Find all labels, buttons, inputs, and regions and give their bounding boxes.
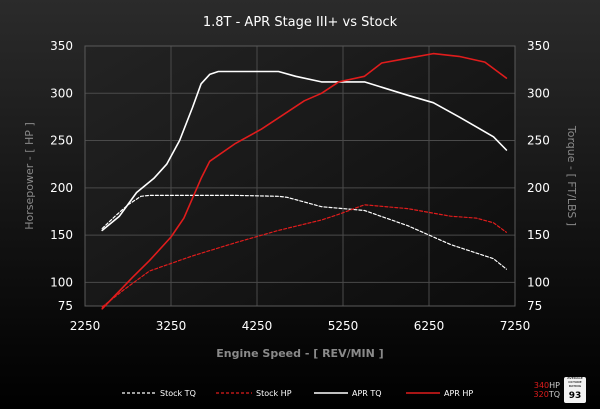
y-tick-label-left: 200 [50, 181, 73, 195]
y-tick-label-right: 350 [527, 39, 550, 53]
stock-tq-line [101, 194, 507, 270]
y-tick-label-right: 75 [527, 299, 542, 313]
y-tick-label-left: 100 [50, 275, 73, 289]
y-tick-label-right: 100 [527, 275, 550, 289]
apr-tq-line [101, 70, 508, 232]
y-tick-label-left: 350 [50, 39, 73, 53]
x-axis-label: Engine Speed - [ REV/MIN ] [216, 347, 383, 360]
legend-label-apr-hp: APR HP [444, 389, 473, 398]
badge-stats: 340HP 320TQ [534, 381, 560, 399]
y-axis-label-left: Horsepower - [ HP ] [23, 122, 36, 229]
stock-hp-line [101, 204, 507, 308]
y-tick-label-left: 250 [50, 134, 73, 148]
y-axis-label-right: Torque - [ FT/LBS ] [565, 125, 578, 226]
chart-title: 1.8T - APR Stage III+ vs Stock [203, 15, 398, 30]
legend-label-stock-tq: Stock TQ [160, 389, 196, 398]
octane-value: 93 [568, 391, 582, 401]
x-tick-label: 6250 [414, 319, 445, 333]
legend-label-stock-hp: Stock HP [256, 389, 292, 398]
x-tick-label: 2250 [70, 319, 101, 333]
badge-hp-unit: HP [549, 381, 560, 390]
y-tick-label-right: 250 [527, 134, 550, 148]
badge-hp-value: 340 [533, 381, 550, 390]
grid [84, 45, 516, 307]
y-tick-label-left: 300 [50, 86, 73, 100]
x-tick-label: 7250 [500, 319, 531, 333]
y-tick-label-right: 150 [527, 228, 550, 242]
y-tick-label-left: 75 [58, 299, 73, 313]
tick-labels: 2250 3250 4250 5250 6250 7250 350 350 300 300 250 2… [50, 39, 550, 333]
legend: Stock TQ Stock HP APR TQ APR HP [122, 389, 473, 398]
x-tick-label: 4250 [242, 319, 273, 333]
y-tick-label-right: 300 [527, 86, 550, 100]
legend-label-apr-tq: APR TQ [352, 389, 382, 398]
plot-area [85, 46, 515, 306]
octane-fine-print: AVERAGE OCTANE RATING [567, 376, 583, 388]
x-tick-label: 5250 [328, 319, 359, 333]
apr-hp-line [101, 52, 508, 310]
badge-tq-unit: TQ [548, 390, 560, 399]
plot-border [84, 45, 516, 307]
y-tick-label-right: 200 [527, 181, 550, 195]
performance-badge: 340HP 320TQ AVERAGE OCTANE RATING 93 [534, 376, 586, 403]
series-lines [101, 52, 508, 310]
badge-tq-value: 320 [533, 390, 549, 399]
y-tick-label-left: 150 [50, 228, 73, 242]
octane-badge: AVERAGE OCTANE RATING 93 [564, 376, 586, 403]
x-tick-label: 3250 [156, 319, 187, 333]
